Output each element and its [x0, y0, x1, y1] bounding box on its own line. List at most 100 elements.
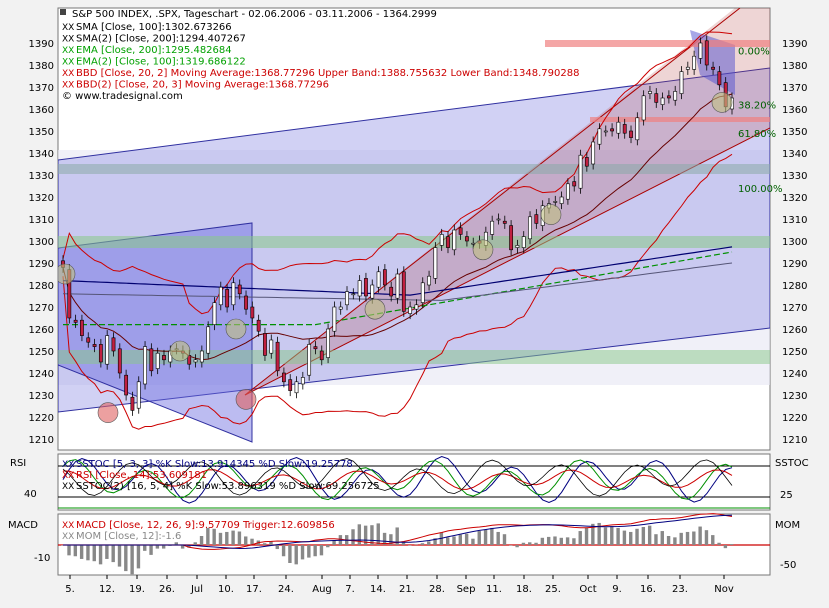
macd-legend-marker: XX — [62, 532, 74, 542]
momentum-bar — [199, 536, 204, 545]
x-tick-label: 9. — [612, 584, 622, 595]
x-tick-label: 21. — [399, 584, 415, 595]
momentum-bar — [225, 531, 229, 545]
momentum-bar — [704, 530, 709, 545]
candle — [616, 121, 621, 134]
momentum-bar — [401, 541, 406, 545]
legend-marker: XX — [62, 23, 74, 33]
momentum-bar — [496, 531, 500, 545]
momentum-bar — [534, 542, 538, 545]
momentum-bar — [660, 531, 664, 545]
momentum-bar — [281, 545, 286, 557]
momentum-bar — [635, 528, 639, 545]
turn-marker — [472, 239, 494, 261]
momentum-bar — [187, 545, 191, 548]
candle — [105, 335, 110, 365]
fib-label: 38.20% — [738, 101, 776, 112]
candle — [414, 304, 419, 310]
momentum-bar — [124, 545, 128, 572]
candle — [534, 214, 539, 224]
turn-marker — [540, 204, 562, 225]
momentum-bar — [458, 534, 463, 545]
momentum-bar — [565, 537, 570, 545]
zone-1325 — [58, 164, 770, 174]
momentum-bar — [79, 545, 84, 559]
candle — [269, 339, 274, 354]
momentum-bar — [717, 542, 721, 545]
title-bullet — [60, 9, 66, 15]
momentum-bar — [111, 545, 115, 563]
candle — [496, 218, 501, 221]
legend-entry: BBD [Close, 20, 2] Moving Average:1368.7… — [76, 68, 579, 79]
candle — [635, 117, 640, 141]
price-tick-left: 1210 — [29, 435, 54, 446]
candle — [117, 348, 122, 374]
momentum-bar — [578, 531, 582, 545]
candle — [332, 306, 337, 332]
momentum-bar — [408, 545, 412, 546]
momentum-bar — [559, 537, 563, 545]
candle — [629, 130, 633, 138]
momentum-bar — [730, 544, 734, 545]
x-tick-label: Aug — [312, 584, 332, 595]
candle — [446, 236, 450, 248]
momentum-bar — [193, 542, 197, 545]
price-tick-left: 1380 — [29, 61, 54, 72]
momentum-bar — [427, 541, 431, 545]
candle — [313, 346, 318, 350]
momentum-bar — [212, 528, 216, 545]
price-tick-right: 1220 — [782, 413, 807, 424]
price-tick-left: 1360 — [29, 105, 54, 116]
turn-marker — [364, 298, 386, 320]
momentum-bar — [174, 542, 179, 545]
x-tick-label: Jul — [190, 584, 203, 595]
momentum-bar — [584, 527, 589, 545]
candle — [641, 95, 646, 121]
legend-entry: EMA [Close, 200]:1295.482684 — [76, 45, 232, 56]
candle — [376, 271, 381, 288]
momentum-bar — [319, 545, 324, 556]
candle — [370, 284, 375, 299]
candle — [692, 55, 697, 70]
momentum-bar — [250, 538, 254, 545]
candle — [566, 183, 570, 200]
price-tick-right: 1350 — [782, 127, 807, 138]
x-tick-label: Oct — [579, 584, 596, 595]
momentum-bar — [180, 545, 185, 549]
candle — [338, 306, 343, 310]
momentum-bar — [231, 530, 235, 545]
candle — [591, 141, 596, 165]
macd-left-label: MACD — [8, 520, 38, 531]
momentum-bar — [521, 542, 526, 545]
price-drawings — [58, 8, 770, 443]
macd-left-tick: -10 — [34, 553, 50, 564]
x-tick-label: 18. — [516, 584, 532, 595]
momentum-bar — [363, 525, 368, 545]
candle — [395, 273, 400, 299]
momentum-bar — [572, 538, 576, 545]
momentum-bar — [376, 523, 380, 545]
candle — [578, 154, 583, 189]
turn-marker — [235, 389, 257, 410]
price-tick-left: 1370 — [29, 83, 54, 94]
momentum-bar — [666, 536, 671, 545]
candle — [225, 289, 229, 308]
momentum-bar — [673, 537, 677, 545]
momentum-bar — [622, 530, 627, 545]
price-tick-left: 1350 — [29, 127, 54, 138]
momentum-bar — [483, 529, 488, 545]
candle — [382, 269, 387, 286]
momentum-bar — [471, 538, 475, 545]
candle — [584, 157, 589, 167]
price-tick-right: 1280 — [782, 281, 807, 292]
x-tick-label: 12. — [99, 584, 115, 595]
fib-label: 61.80% — [738, 129, 776, 140]
candle — [98, 344, 103, 363]
candle — [212, 302, 217, 325]
price-tick-right: 1380 — [782, 61, 807, 72]
candle — [345, 291, 349, 306]
momentum-bar — [105, 545, 109, 559]
candle — [408, 306, 413, 314]
momentum-bar — [540, 537, 545, 545]
momentum-bar — [553, 536, 557, 545]
